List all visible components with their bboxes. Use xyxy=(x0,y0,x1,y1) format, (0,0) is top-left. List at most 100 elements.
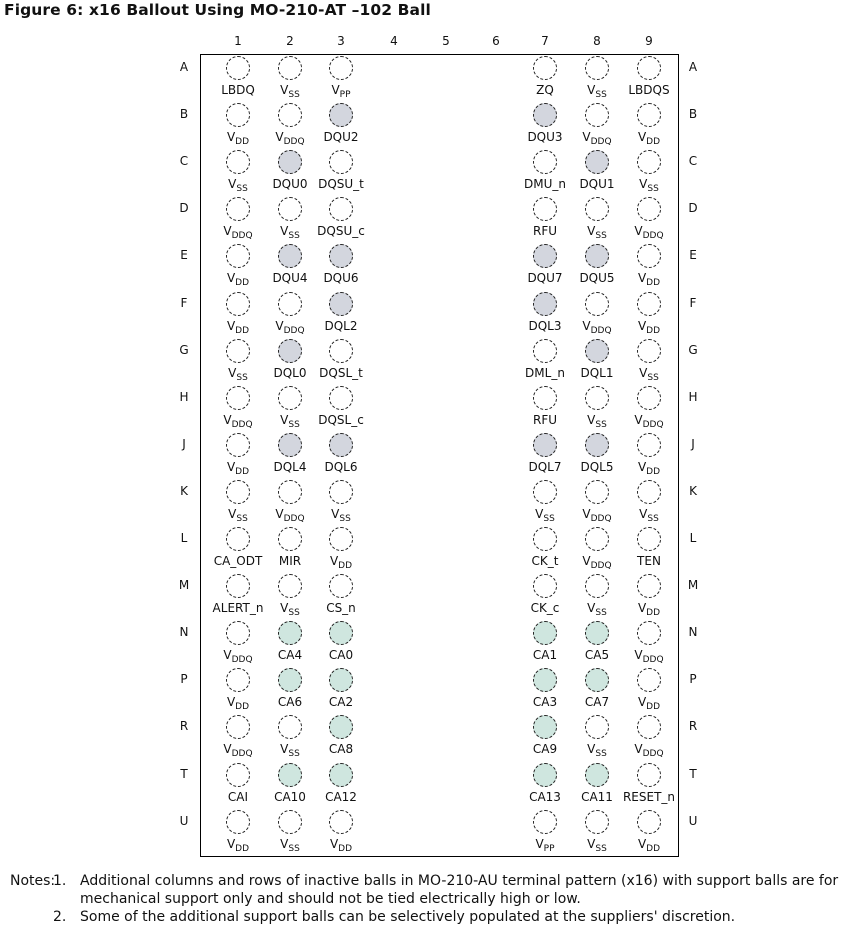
ball-signal-name: V xyxy=(634,412,643,427)
ball-E7 xyxy=(533,244,557,269)
ball-L3 xyxy=(329,527,353,551)
ball-signal-name: CA5 xyxy=(584,648,610,663)
ball-label: VPP xyxy=(301,83,381,100)
ball-signal-subscript: DDQ xyxy=(231,655,253,666)
ball-label: CA11 xyxy=(557,790,637,804)
ball-label: VSS xyxy=(609,177,689,195)
row-label-left: P xyxy=(180,672,188,687)
note-text: Some of the additional support balls can… xyxy=(80,909,736,925)
row-label-right: D xyxy=(688,201,698,216)
ball-J1 xyxy=(226,432,250,457)
column-number: 9 xyxy=(645,34,653,48)
ball-label: RFU xyxy=(505,224,585,238)
ball-signal-subscript: DD xyxy=(235,325,250,336)
ball-label: ALERT_n xyxy=(198,601,278,615)
row-label-left: R xyxy=(179,719,189,734)
ball-N3 xyxy=(329,621,353,646)
ball-label: VSS xyxy=(198,506,278,524)
ball-E8 xyxy=(585,244,609,269)
ball-label: VSS xyxy=(557,413,637,430)
row-label-left: C xyxy=(179,154,189,169)
column-number: 3 xyxy=(337,34,345,48)
ball-signal-name: CAI xyxy=(227,789,249,804)
ball-label: CA2 xyxy=(301,695,381,709)
ball-signal-name: RESET_n xyxy=(622,789,676,804)
ball-signal-name: V xyxy=(223,412,232,427)
ball-signal-subscript: DDQ xyxy=(642,231,664,242)
ball-M8 xyxy=(585,574,609,599)
ball-signal-name: V xyxy=(280,83,289,97)
ball-label: VDDQ xyxy=(250,319,330,336)
ball-signal-subscript: SS xyxy=(595,90,607,100)
ball-A7 xyxy=(533,56,557,80)
ball-T9 xyxy=(637,762,661,787)
ball-signal-name: DQSL_c xyxy=(318,412,364,427)
ball-label: VSS xyxy=(250,837,330,854)
ball-label: VDD xyxy=(609,319,689,336)
ball-label: VSS xyxy=(609,366,689,383)
ball-signal-name: V xyxy=(280,224,289,239)
ball-signal-name: RFU xyxy=(532,412,558,427)
ball-signal-name: DQU0 xyxy=(272,177,308,192)
ball-F8 xyxy=(585,291,609,316)
ball-label: VSS xyxy=(301,507,381,524)
ball-label: VSS xyxy=(557,742,637,759)
ball-A9 xyxy=(637,56,661,80)
ball-G2 xyxy=(278,338,302,363)
ball-signal-name: DQL5 xyxy=(580,459,614,474)
ball-signal-subscript: SS xyxy=(236,184,248,195)
ball-label: VDDQ xyxy=(198,742,278,760)
ball-signal-name: V xyxy=(228,506,237,521)
ball-signal-subscript: PP xyxy=(339,90,351,100)
ball-U8 xyxy=(585,809,609,834)
ball-label: DQU6 xyxy=(301,271,381,285)
ball-signal-name: V xyxy=(634,224,643,239)
note-number: 1. xyxy=(53,873,67,889)
row-label-right: F xyxy=(689,295,697,310)
ball-H2 xyxy=(278,385,302,410)
row-label-left: K xyxy=(180,483,188,498)
ball-signal-name: DQL7 xyxy=(528,459,562,474)
ball-signal-name: V xyxy=(535,836,544,851)
ball-label: VDD xyxy=(609,130,689,147)
ball-signal-name: LBDQ xyxy=(221,83,255,97)
ball-J7 xyxy=(533,432,557,457)
ball-label: CA8 xyxy=(301,742,381,756)
ball-B1 xyxy=(226,103,250,128)
ball-label: VSS xyxy=(609,507,689,524)
row-label-left: G xyxy=(179,342,189,357)
row-label-left: A xyxy=(179,60,189,74)
ball-signal-name: V xyxy=(634,648,643,663)
ball-signal-subscript: DDQ xyxy=(283,513,305,524)
ball-M1 xyxy=(226,574,250,599)
ball-signal-name: CA10 xyxy=(274,789,306,804)
ball-N2 xyxy=(278,621,302,646)
ball-label: VSS xyxy=(505,507,585,524)
row-label-left: T xyxy=(180,766,188,781)
ball-signal-name: V xyxy=(582,318,591,333)
notes-prefix: Notes: xyxy=(10,873,56,889)
ball-R1 xyxy=(226,715,250,740)
figure-title: Figure 6: x16 Ballout Using MO-210-AT –1… xyxy=(4,1,431,19)
ball-E3 xyxy=(329,244,353,269)
ball-U1 xyxy=(226,809,250,834)
ball-signal-name: V xyxy=(223,648,232,663)
ball-label: CA10 xyxy=(250,790,330,804)
ball-B2 xyxy=(278,103,302,128)
ball-U3 xyxy=(329,809,353,834)
ball-U2 xyxy=(278,809,302,834)
ball-label: DQU5 xyxy=(557,271,637,285)
ball-R9 xyxy=(637,715,661,740)
ball-signal-subscript: SS xyxy=(288,749,300,760)
ball-T1 xyxy=(226,762,250,787)
ball-label: DQL6 xyxy=(301,460,381,474)
ball-signal-subscript: DDQ xyxy=(231,749,253,760)
ball-D3 xyxy=(329,197,353,222)
ball-E2 xyxy=(278,244,302,269)
ball-label: VDDQ xyxy=(557,130,637,147)
row-label-right: K xyxy=(689,483,697,498)
ball-signal-subscript: SS xyxy=(647,184,659,195)
ball-signal-subscript: SS xyxy=(595,843,607,854)
row-label-left: U xyxy=(179,813,189,828)
ball-G9 xyxy=(637,338,661,363)
